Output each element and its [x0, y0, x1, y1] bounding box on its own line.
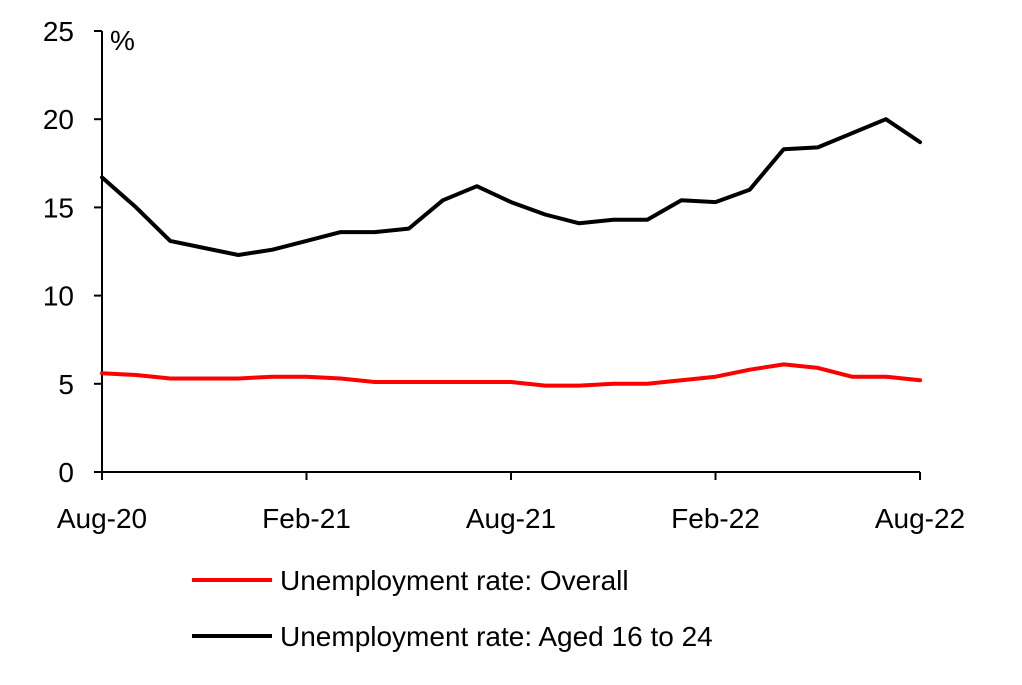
- series-line-2: [100, 117, 922, 257]
- y-tick-label: 20: [43, 104, 74, 135]
- y-axis-ticks: 0 5 10 15 20 25: [43, 16, 102, 488]
- x-axis-ticks: Aug-20 Feb-21 Aug-21 Feb-22 Aug-22: [57, 472, 965, 534]
- y-tick-label: 10: [43, 281, 74, 312]
- x-tick-label: Aug-21: [466, 503, 556, 534]
- x-tick-label: Aug-20: [57, 503, 147, 534]
- x-tick-label: Feb-22: [671, 503, 760, 534]
- legend: Unemployment rate: Overall Unemployment r…: [192, 565, 713, 652]
- legend-label: Unemployment rate: Aged 16 to 24: [280, 621, 713, 652]
- legend-label: Unemployment rate: Overall: [280, 565, 629, 596]
- y-unit-label: %: [110, 25, 135, 56]
- y-tick-label: 0: [58, 457, 74, 488]
- y-tick-label: 15: [43, 192, 74, 223]
- x-tick-label: Aug-22: [875, 503, 965, 534]
- y-tick-label: 25: [43, 16, 74, 47]
- x-tick-label: Feb-21: [262, 503, 351, 534]
- y-tick-label: 5: [58, 369, 74, 400]
- series-line-1: [100, 362, 922, 388]
- series-lines: [100, 117, 922, 388]
